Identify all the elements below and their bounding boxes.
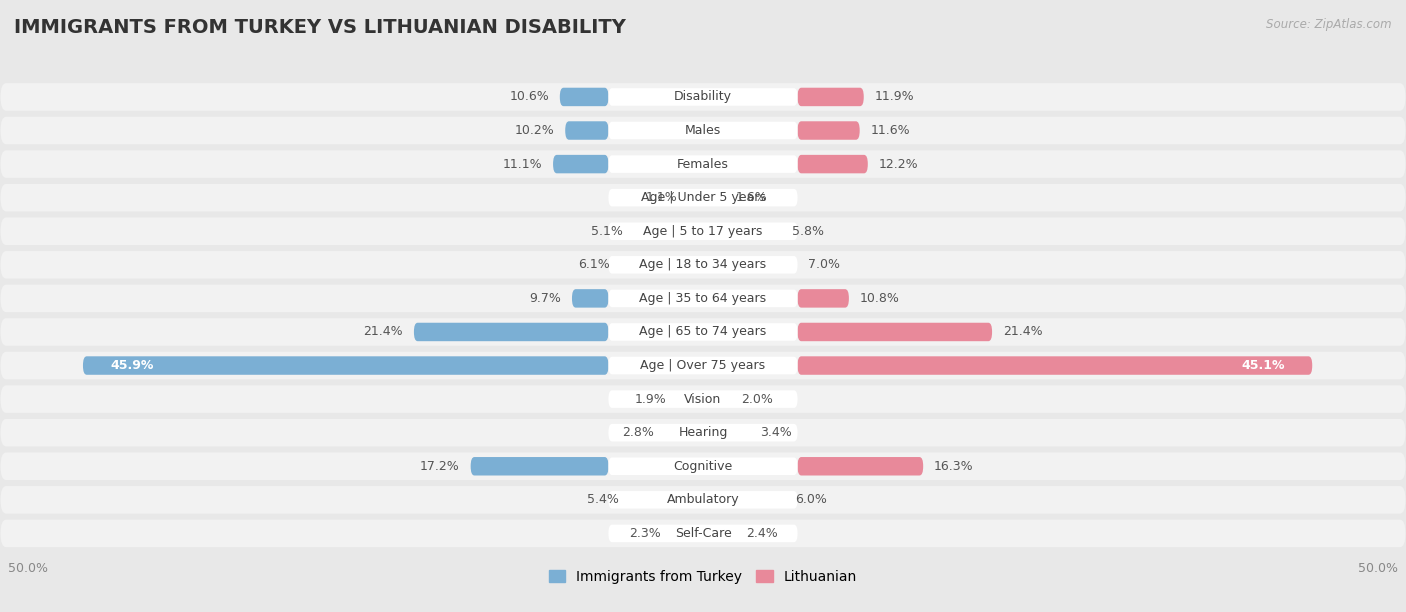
FancyBboxPatch shape: [0, 117, 1406, 144]
FancyBboxPatch shape: [609, 323, 797, 341]
Text: 11.1%: 11.1%: [502, 158, 543, 171]
Text: 1.1%: 1.1%: [645, 191, 678, 204]
FancyBboxPatch shape: [609, 155, 797, 173]
Text: Cognitive: Cognitive: [673, 460, 733, 472]
FancyBboxPatch shape: [553, 155, 609, 173]
Text: Ambulatory: Ambulatory: [666, 493, 740, 506]
Text: 9.7%: 9.7%: [529, 292, 561, 305]
Text: 45.9%: 45.9%: [110, 359, 153, 372]
Text: Self-Care: Self-Care: [675, 527, 731, 540]
FancyBboxPatch shape: [609, 189, 797, 206]
Text: 10.6%: 10.6%: [509, 91, 548, 103]
FancyBboxPatch shape: [413, 323, 609, 341]
FancyBboxPatch shape: [0, 285, 1406, 312]
Text: Vision: Vision: [685, 393, 721, 406]
FancyBboxPatch shape: [797, 88, 863, 106]
Text: 21.4%: 21.4%: [364, 326, 404, 338]
FancyBboxPatch shape: [0, 419, 1406, 447]
Text: Hearing: Hearing: [678, 426, 728, 439]
Text: 5.4%: 5.4%: [588, 493, 619, 506]
FancyBboxPatch shape: [0, 83, 1406, 111]
Text: Age | 65 to 74 years: Age | 65 to 74 years: [640, 326, 766, 338]
Text: Age | 35 to 64 years: Age | 35 to 64 years: [640, 292, 766, 305]
FancyBboxPatch shape: [609, 88, 797, 106]
Text: Source: ZipAtlas.com: Source: ZipAtlas.com: [1267, 18, 1392, 31]
Text: Age | 5 to 17 years: Age | 5 to 17 years: [644, 225, 762, 237]
FancyBboxPatch shape: [609, 458, 797, 475]
FancyBboxPatch shape: [609, 491, 797, 509]
Text: 6.1%: 6.1%: [578, 258, 610, 271]
FancyBboxPatch shape: [797, 323, 993, 341]
FancyBboxPatch shape: [609, 524, 797, 542]
Text: 11.9%: 11.9%: [875, 91, 914, 103]
FancyBboxPatch shape: [572, 289, 609, 308]
Text: 6.0%: 6.0%: [794, 493, 827, 506]
FancyBboxPatch shape: [609, 390, 797, 408]
FancyBboxPatch shape: [0, 251, 1406, 278]
Text: Age | Under 5 years: Age | Under 5 years: [641, 191, 765, 204]
FancyBboxPatch shape: [560, 88, 609, 106]
Text: Disability: Disability: [673, 91, 733, 103]
FancyBboxPatch shape: [0, 318, 1406, 346]
Text: 2.0%: 2.0%: [741, 393, 773, 406]
Text: 16.3%: 16.3%: [934, 460, 973, 472]
FancyBboxPatch shape: [0, 486, 1406, 513]
FancyBboxPatch shape: [565, 121, 609, 140]
FancyBboxPatch shape: [0, 151, 1406, 178]
Text: 1.6%: 1.6%: [735, 191, 768, 204]
FancyBboxPatch shape: [0, 217, 1406, 245]
FancyBboxPatch shape: [797, 356, 1312, 375]
FancyBboxPatch shape: [609, 424, 797, 441]
FancyBboxPatch shape: [0, 352, 1406, 379]
FancyBboxPatch shape: [609, 357, 797, 375]
Text: 2.3%: 2.3%: [630, 527, 661, 540]
Text: 21.4%: 21.4%: [1002, 326, 1042, 338]
Text: 10.8%: 10.8%: [859, 292, 900, 305]
Text: 2.4%: 2.4%: [747, 527, 778, 540]
Text: Age | 18 to 34 years: Age | 18 to 34 years: [640, 258, 766, 271]
FancyBboxPatch shape: [797, 155, 868, 173]
FancyBboxPatch shape: [797, 289, 849, 308]
Text: 3.4%: 3.4%: [759, 426, 792, 439]
FancyBboxPatch shape: [609, 223, 797, 240]
Text: 12.2%: 12.2%: [879, 158, 918, 171]
Text: IMMIGRANTS FROM TURKEY VS LITHUANIAN DISABILITY: IMMIGRANTS FROM TURKEY VS LITHUANIAN DIS…: [14, 18, 626, 37]
FancyBboxPatch shape: [609, 122, 797, 140]
FancyBboxPatch shape: [609, 256, 797, 274]
FancyBboxPatch shape: [609, 289, 797, 307]
Text: 5.8%: 5.8%: [792, 225, 824, 237]
FancyBboxPatch shape: [0, 386, 1406, 413]
FancyBboxPatch shape: [797, 457, 924, 476]
Text: 5.1%: 5.1%: [592, 225, 623, 237]
Legend: Immigrants from Turkey, Lithuanian: Immigrants from Turkey, Lithuanian: [548, 570, 858, 584]
Text: Age | Over 75 years: Age | Over 75 years: [641, 359, 765, 372]
FancyBboxPatch shape: [83, 356, 609, 375]
Text: 10.2%: 10.2%: [515, 124, 554, 137]
FancyBboxPatch shape: [471, 457, 609, 476]
Text: 17.2%: 17.2%: [420, 460, 460, 472]
Text: 2.8%: 2.8%: [623, 426, 654, 439]
Text: 1.9%: 1.9%: [634, 393, 666, 406]
Text: Females: Females: [678, 158, 728, 171]
Text: Males: Males: [685, 124, 721, 137]
Text: 45.1%: 45.1%: [1241, 359, 1285, 372]
FancyBboxPatch shape: [0, 452, 1406, 480]
FancyBboxPatch shape: [797, 121, 859, 140]
FancyBboxPatch shape: [0, 520, 1406, 547]
Text: 7.0%: 7.0%: [808, 258, 841, 271]
FancyBboxPatch shape: [0, 184, 1406, 211]
Text: 11.6%: 11.6%: [870, 124, 910, 137]
